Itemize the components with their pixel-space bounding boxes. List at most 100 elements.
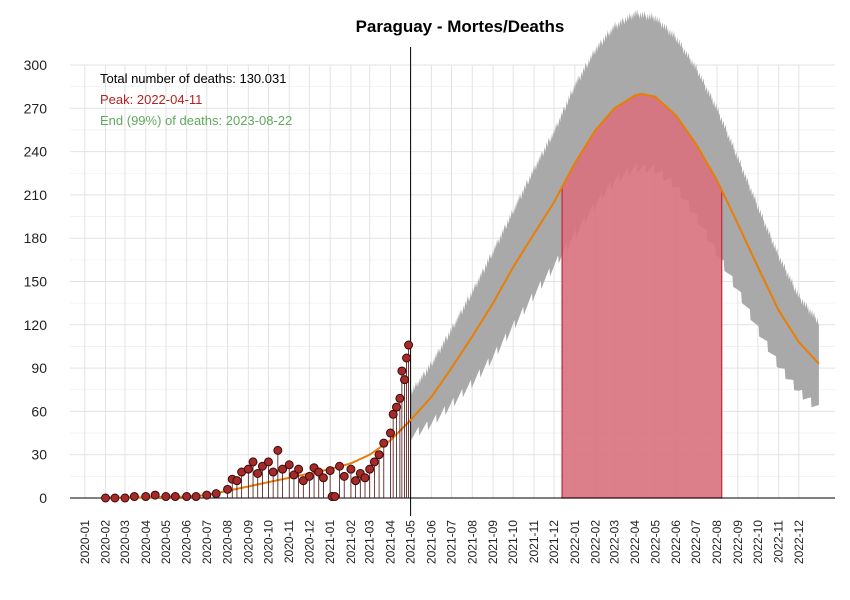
observed-point xyxy=(304,471,314,481)
observed-point xyxy=(385,428,395,438)
x-tick-label: 2020-01 xyxy=(78,520,92,564)
observed-point xyxy=(211,489,221,499)
observed-point xyxy=(273,445,283,455)
end-annotation: End (99%) of deaths: 2023-08-22 xyxy=(100,113,292,128)
peak-region xyxy=(561,93,723,499)
observed-point xyxy=(129,492,139,502)
x-tick-label: 2022-05 xyxy=(648,520,662,564)
observed-point xyxy=(223,484,233,494)
x-tick-label: 2022-09 xyxy=(731,520,745,564)
observed-point xyxy=(346,464,356,474)
observed-point xyxy=(161,492,171,502)
observed-point xyxy=(170,492,180,502)
y-tick-label: 120 xyxy=(24,317,48,333)
y-tick-label: 210 xyxy=(24,187,48,203)
x-tick-label: 2022-07 xyxy=(689,520,703,564)
x-tick-label: 2020-11 xyxy=(282,520,296,563)
observed-point xyxy=(335,461,345,471)
x-tick-labels: 2020-01 2020-02 2020-03 2020-04 2020-05 2020-… xyxy=(78,520,806,564)
x-tick-label: 2021-01 xyxy=(323,520,337,564)
observed-point xyxy=(268,467,278,477)
observed-point xyxy=(191,492,201,502)
observed-point xyxy=(314,467,324,477)
y-tick-label: 300 xyxy=(24,57,48,73)
x-tick-label: 2021-03 xyxy=(363,520,377,564)
y-tick-label: 30 xyxy=(31,447,47,463)
prediction-band-area xyxy=(410,9,819,442)
observed-point xyxy=(360,473,370,483)
x-tick-label: 2021-06 xyxy=(424,520,438,564)
observed-point xyxy=(325,466,335,476)
x-tick-label: 2021-11 xyxy=(527,520,541,563)
observed-point xyxy=(294,464,304,474)
x-tick-label: 2020-06 xyxy=(180,520,194,564)
observed-point xyxy=(202,490,212,500)
observed-point xyxy=(397,366,407,376)
observed-point xyxy=(330,492,340,502)
x-tick-label: 2020-02 xyxy=(99,520,113,564)
x-tick-label: 2021-05 xyxy=(404,520,418,564)
x-tick-label: 2021-02 xyxy=(344,520,358,564)
prediction-band xyxy=(410,9,819,442)
x-tick-label: 2022-12 xyxy=(792,520,806,564)
x-tick-label: 2021-10 xyxy=(506,520,520,564)
total-deaths-annotation: Total number of deaths: 130.031 xyxy=(100,71,286,86)
observed-point xyxy=(298,476,308,486)
observed-point xyxy=(278,464,288,474)
x-tick-label: 2021-12 xyxy=(547,520,561,564)
observed-point xyxy=(243,464,253,474)
x-tick-label: 2020-12 xyxy=(302,520,316,564)
x-tick-label: 2021-07 xyxy=(445,520,459,564)
observed-point xyxy=(379,438,389,448)
y-tick-label: 90 xyxy=(31,360,47,376)
x-tick-label: 2022-03 xyxy=(607,520,621,564)
x-tick-label: 2022-06 xyxy=(669,520,683,564)
x-tick-label: 2022-01 xyxy=(568,520,582,564)
chart-title: Paraguay - Mortes/Deaths xyxy=(356,17,565,36)
x-tick-label: 2020-05 xyxy=(159,520,173,564)
peak-annotation: Peak: 2022-04-11 xyxy=(100,92,202,107)
x-tick-label: 2022-08 xyxy=(710,520,724,564)
observed-points xyxy=(101,340,414,503)
observed-point xyxy=(120,493,130,503)
y-tick-label: 270 xyxy=(24,100,48,116)
observed-point xyxy=(365,464,375,474)
x-tick-label: 2020-04 xyxy=(139,520,153,564)
observed-point xyxy=(257,461,267,471)
observed-point xyxy=(182,492,192,502)
x-tick-label: 2022-11 xyxy=(772,520,786,563)
y-tick-labels: 0 30 60 90 120 150 180 210 240 270 300 xyxy=(24,57,48,506)
observed-point xyxy=(402,353,412,363)
y-tick-label: 180 xyxy=(24,230,48,246)
x-tick-label: 2022-10 xyxy=(751,520,765,564)
peak-region-area xyxy=(561,93,723,499)
observed-point xyxy=(253,468,263,478)
observed-point xyxy=(374,450,384,460)
observed-point xyxy=(248,457,258,467)
observed-point xyxy=(284,460,294,470)
y-tick-label: 0 xyxy=(39,490,47,506)
observed-point xyxy=(369,457,379,467)
x-tick-label: 2021-08 xyxy=(465,520,479,564)
observed-point xyxy=(289,470,299,480)
observed-point xyxy=(232,476,242,486)
x-tick-label: 2021-09 xyxy=(486,520,500,564)
observed-point xyxy=(318,473,328,483)
observed-point xyxy=(351,476,361,486)
observed-point xyxy=(388,409,398,419)
x-tick-label: 2022-04 xyxy=(628,520,642,564)
x-tick-label: 2020-07 xyxy=(200,520,214,564)
x-tick-label: 2022-02 xyxy=(589,520,603,564)
observed-point xyxy=(263,457,273,467)
x-tick-label: 2020-03 xyxy=(118,520,132,564)
observed-point xyxy=(110,493,120,503)
observed-point xyxy=(339,471,349,481)
observed-point xyxy=(392,402,402,412)
observed-point xyxy=(141,492,151,502)
y-tick-label: 240 xyxy=(24,144,48,160)
observed-point xyxy=(404,340,414,350)
x-tick-label: 2020-10 xyxy=(262,520,276,564)
observed-point xyxy=(400,375,410,385)
